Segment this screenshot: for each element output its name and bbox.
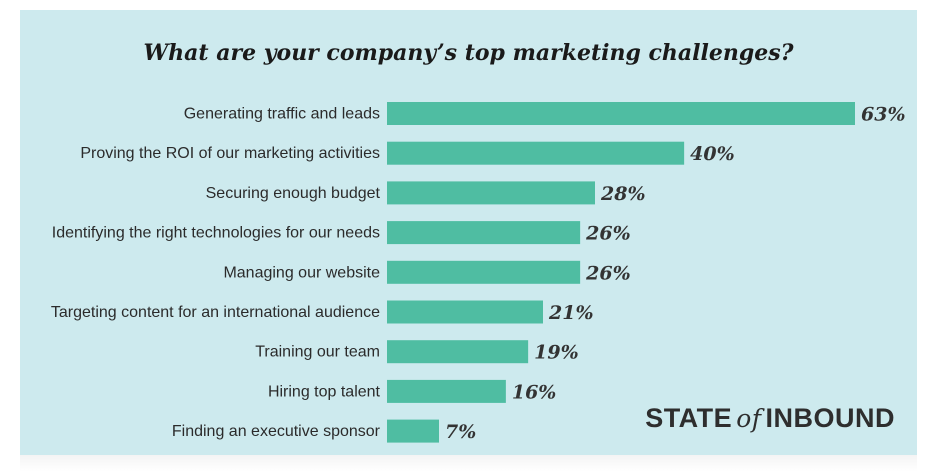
category-label: Securing enough budget [206,185,381,202]
category-label: Targeting content for an international a… [51,304,380,321]
category-label: Training our team [255,344,380,361]
value-label: 16% [512,381,557,403]
category-label: Proving the ROI of our marketing activit… [80,145,380,162]
bar-chart: Generating traffic and leads 63% Proving t… [51,102,906,443]
value-label: 7% [445,421,476,443]
value-label: 26% [585,223,631,245]
bar [387,419,439,443]
category-label: Managing our website [223,264,380,281]
value-label: 19% [534,342,579,364]
value-label: 21% [548,302,594,324]
value-label: 26% [585,262,631,284]
category-label: Hiring top talent [268,383,381,400]
brand-state: STATE [645,403,733,433]
bar [387,379,506,403]
category-label: Generating traffic and leads [184,106,380,123]
category-label: Identifying the right technologies for o… [52,225,380,242]
bar [387,340,529,364]
value-label: 63% [861,104,906,126]
brand-of: of [736,404,762,433]
state-of-inbound-logo: STATE of INBOUND [645,403,895,434]
bar [387,141,685,165]
chart-panel: What are your company’s top marketing ch… [20,10,917,455]
bar [387,102,855,125]
value-label: 28% [600,183,646,205]
bar [387,221,581,245]
category-label: Finding an executive sponsor [172,423,381,440]
brand-inbound: INBOUND [765,403,895,433]
bar [387,260,581,284]
value-label: 40% [690,143,735,165]
bar [387,300,543,324]
bar [387,181,595,205]
chart-title: What are your company’s top marketing ch… [143,40,794,66]
footer-shadow [20,455,917,472]
